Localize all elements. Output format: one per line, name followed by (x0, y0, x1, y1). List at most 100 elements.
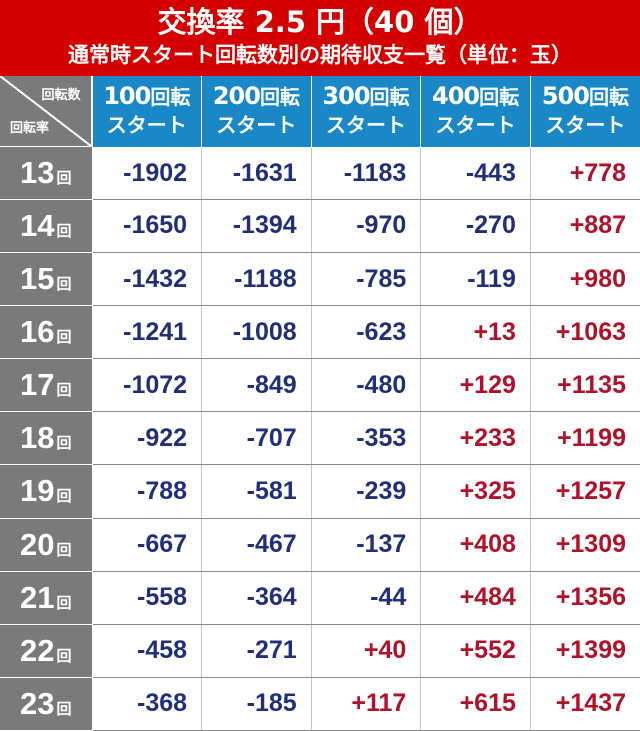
value-cell: +408 (420, 518, 531, 572)
column-header: 400回転 スタート (420, 76, 531, 148)
value-cell: -185 (201, 677, 312, 731)
value-cell: +117 (310, 677, 421, 731)
table-row: 16 回 -1241 -1008 -623 +13 +1063 (0, 305, 640, 360)
value-cell: +1063 (529, 305, 640, 360)
table-row: 18 回 -922 -707 -353 +233 +1199 (0, 411, 640, 466)
value-cell: -922 (91, 411, 202, 466)
value-cell: +1257 (529, 464, 640, 519)
value-cell: +980 (529, 252, 640, 307)
value-cell: -667 (91, 518, 202, 572)
value-cell: +1199 (529, 411, 640, 466)
table-row: 22 回 -458 -271 +40 +552 +1399 (0, 624, 640, 678)
row-rate-value: 18 (20, 420, 55, 456)
value-cell: +1437 (529, 677, 640, 731)
row-rate-value: 19 (20, 473, 55, 509)
corner-label-spins: 回転数 (41, 88, 81, 103)
corner-label-rate: 回転率 (10, 121, 50, 136)
row-rate-value: 17 (20, 367, 55, 403)
row-rate-unit: 回 (56, 275, 72, 294)
row-header: 20 回 (0, 518, 93, 572)
value-cell: -970 (310, 199, 421, 254)
column-header-row: 回転数 回転率 100回転 スタート 200回転 スタート 300回転 スタート 40… (0, 76, 640, 148)
value-cell: -1394 (201, 199, 312, 254)
row-rate-value: 21 (20, 579, 55, 615)
row-rate-unit: 回 (56, 221, 72, 240)
row-header: 15 回 (0, 252, 93, 307)
value-cell: -623 (310, 305, 421, 360)
row-header: 19 回 (0, 464, 93, 519)
row-header: 22 回 (0, 624, 93, 678)
corner-cell: 回転数 回転率 (0, 76, 92, 147)
row-rate-unit: 回 (56, 168, 72, 187)
value-cell: +13 (420, 305, 531, 360)
row-rate-unit: 回 (56, 487, 72, 506)
value-cell: -467 (201, 518, 312, 572)
expected-balance-table: 回転数 回転率 100回転 スタート 200回転 スタート 300回転 スタート 40… (0, 76, 640, 731)
column-header: 300回転 スタート (310, 76, 421, 148)
row-rate-value: 23 (20, 685, 55, 721)
value-cell: +484 (420, 571, 531, 625)
value-cell: -368 (91, 677, 202, 731)
value-cell: +325 (420, 464, 531, 519)
row-header: 18 回 (0, 411, 93, 466)
table-row: 23 回 -368 -185 +117 +615 +1437 (0, 677, 640, 731)
row-rate-value: 15 (20, 261, 55, 297)
row-rate-value: 16 (20, 314, 55, 350)
row-rate-value: 20 (20, 526, 55, 562)
value-cell: +1399 (529, 624, 640, 678)
table-header-banner: 交換率 2.5 円（40 個） 通常時スタート回転数別の期待収支一覧（単位：玉） (0, 0, 640, 76)
value-cell: -788 (91, 464, 202, 519)
value-cell: -1902 (91, 147, 202, 200)
table-row: 14 回 -1650 -1394 -970 -270 +887 (0, 199, 640, 254)
value-cell: +129 (420, 358, 531, 413)
row-rate-value: 22 (20, 632, 55, 668)
value-cell: +1135 (529, 358, 640, 413)
row-rate-value: 14 (20, 207, 55, 243)
value-cell: +778 (529, 147, 640, 200)
value-cell: +1356 (529, 571, 640, 625)
value-cell: -270 (420, 199, 531, 254)
value-cell: +887 (529, 199, 640, 254)
value-cell: -353 (310, 411, 421, 466)
row-rate-unit: 回 (56, 328, 72, 347)
column-header: 500回転 スタート (529, 76, 640, 148)
page-title: 交換率 2.5 円（40 個） (157, 5, 483, 39)
row-header: 23 回 (0, 677, 93, 731)
value-cell: +552 (420, 624, 531, 678)
value-cell: -1188 (201, 252, 312, 307)
value-cell: -558 (91, 571, 202, 625)
value-cell: -785 (310, 252, 421, 307)
page-subtitle: 通常時スタート回転数別の期待収支一覧（単位：玉） (68, 43, 572, 67)
value-cell: +1309 (529, 518, 640, 572)
row-header: 21 回 (0, 571, 93, 625)
value-cell: -1241 (91, 305, 202, 360)
row-rate-unit: 回 (56, 699, 72, 718)
value-cell: -364 (201, 571, 312, 625)
row-rate-unit: 回 (56, 593, 72, 612)
table-row: 19 回 -788 -581 -239 +325 +1257 (0, 464, 640, 519)
value-cell: -1183 (310, 147, 421, 200)
value-cell: -1008 (201, 305, 312, 360)
value-cell: -849 (201, 358, 312, 413)
value-cell: +233 (420, 411, 531, 466)
value-cell: -1432 (91, 252, 202, 307)
row-rate-unit: 回 (56, 434, 72, 453)
value-cell: -1650 (91, 199, 202, 254)
table-row: 21 回 -558 -364 -44 +484 +1356 (0, 571, 640, 625)
value-cell: +40 (310, 624, 421, 678)
column-header: 100回転 スタート (91, 76, 202, 148)
value-cell: -581 (201, 464, 312, 519)
value-cell: -119 (420, 252, 531, 307)
value-cell: -271 (201, 624, 312, 678)
value-cell: -1631 (201, 147, 312, 200)
value-cell: -480 (310, 358, 421, 413)
value-cell: -707 (201, 411, 312, 466)
value-cell: -44 (310, 571, 421, 625)
table-row: 20 回 -667 -467 -137 +408 +1309 (0, 518, 640, 572)
value-cell: -1072 (91, 358, 202, 413)
row-rate-unit: 回 (56, 540, 72, 559)
table-row: 13 回 -1902 -1631 -1183 -443 +778 (0, 147, 640, 200)
row-header: 17 回 (0, 358, 93, 413)
row-header: 14 回 (0, 199, 93, 254)
value-cell: -458 (91, 624, 202, 678)
